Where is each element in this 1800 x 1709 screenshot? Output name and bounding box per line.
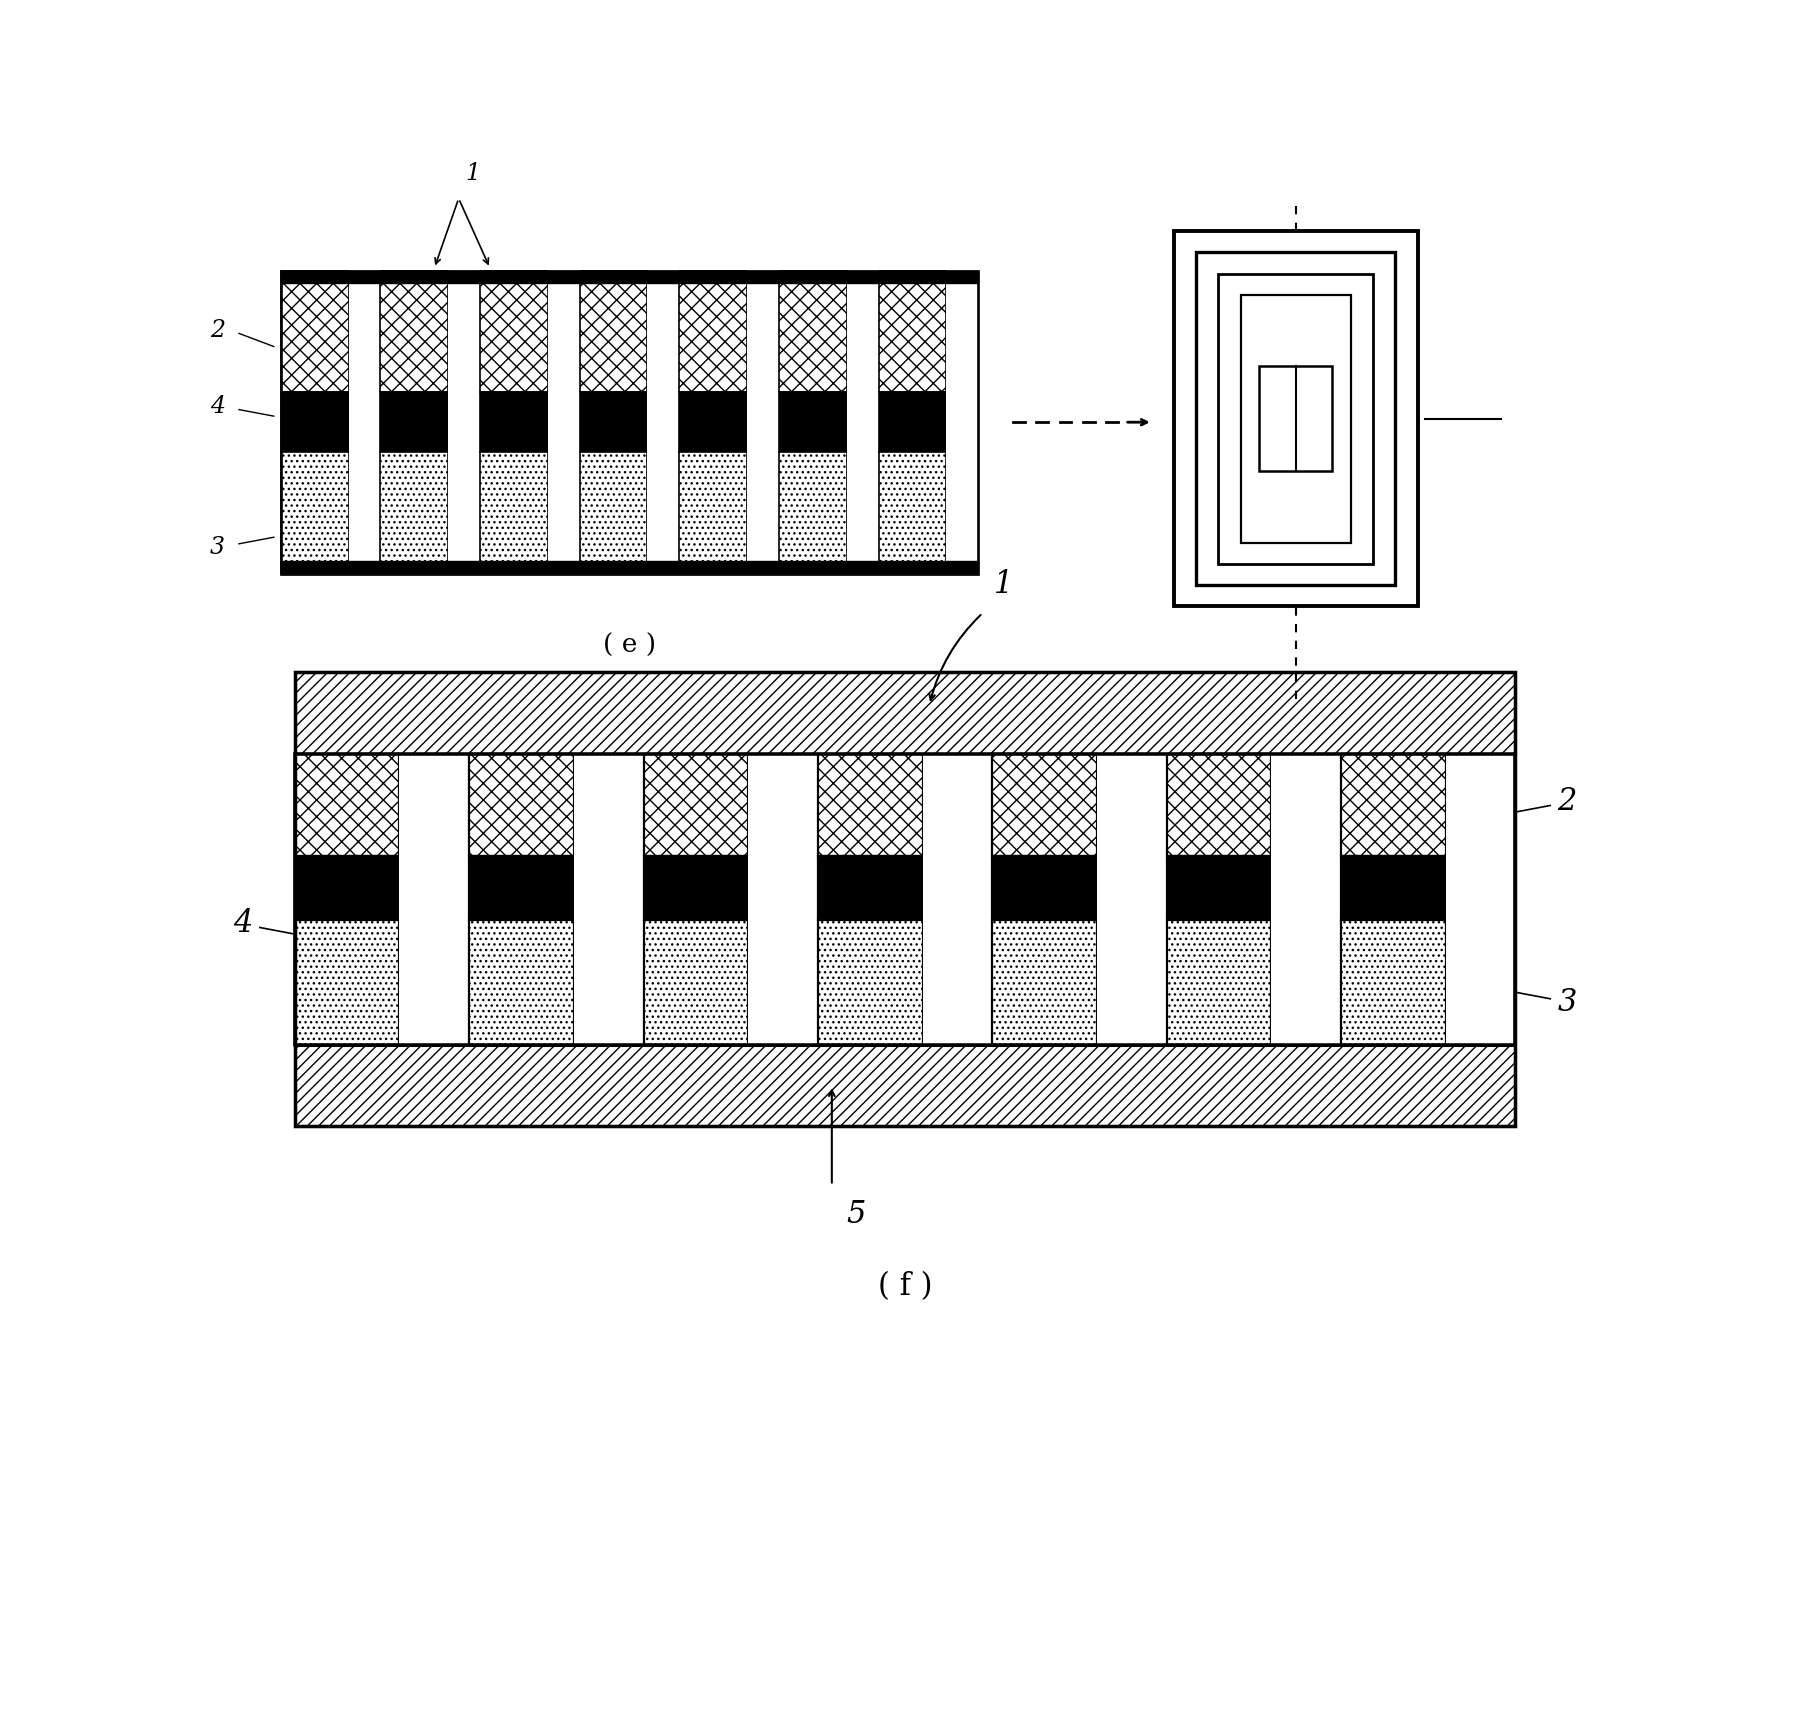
Bar	[749, 754, 817, 1044]
Bar	[295, 754, 400, 856]
Bar	[1166, 919, 1271, 1044]
Bar	[380, 391, 448, 453]
Text: 4: 4	[211, 395, 225, 419]
Bar	[1258, 366, 1332, 472]
Bar	[1174, 231, 1418, 607]
Bar	[295, 754, 1516, 1044]
Bar	[878, 453, 947, 574]
Bar	[1195, 253, 1395, 586]
Bar	[648, 272, 679, 574]
Text: 3: 3	[1557, 988, 1577, 1019]
Bar	[1166, 754, 1271, 856]
Text: 5: 5	[846, 1198, 866, 1229]
Bar	[644, 754, 749, 856]
Bar	[481, 391, 547, 453]
Bar	[281, 453, 349, 574]
Bar	[547, 272, 580, 574]
Bar	[922, 754, 992, 1044]
Bar	[580, 270, 648, 391]
Text: 1: 1	[464, 162, 481, 185]
Bar	[295, 672, 1516, 754]
Bar	[349, 272, 380, 574]
Bar	[1240, 294, 1350, 543]
Bar	[580, 453, 648, 574]
Bar	[747, 272, 779, 574]
Bar	[992, 856, 1096, 919]
Bar	[580, 391, 648, 453]
Bar	[779, 270, 846, 391]
Bar	[1341, 856, 1445, 919]
Bar	[281, 270, 349, 391]
Text: 1: 1	[994, 569, 1013, 600]
Bar	[779, 391, 846, 453]
Bar	[846, 272, 878, 574]
Text: 3: 3	[211, 537, 225, 559]
Bar	[992, 754, 1096, 856]
Bar	[1341, 754, 1445, 856]
Bar	[281, 272, 979, 284]
Bar	[679, 270, 747, 391]
Bar	[679, 453, 747, 574]
Bar	[644, 919, 749, 1044]
Bar	[470, 919, 574, 1044]
Bar	[481, 453, 547, 574]
Bar	[380, 270, 448, 391]
Bar	[1166, 856, 1271, 919]
Bar	[679, 391, 747, 453]
Bar	[817, 754, 922, 856]
Bar	[281, 272, 979, 574]
Bar	[295, 672, 1516, 1126]
Bar	[295, 1044, 1516, 1126]
Text: 2: 2	[1557, 786, 1577, 817]
Bar	[470, 754, 574, 856]
Bar	[400, 754, 470, 1044]
Bar	[817, 856, 922, 919]
Bar	[644, 856, 749, 919]
Bar	[470, 856, 574, 919]
Text: ( e ): ( e )	[603, 632, 657, 658]
Bar	[878, 391, 947, 453]
Bar	[1219, 273, 1373, 564]
Bar	[947, 272, 979, 574]
Bar	[1096, 754, 1166, 1044]
Bar	[281, 562, 979, 574]
Text: 4: 4	[234, 907, 252, 938]
Text: ( f ): ( f )	[878, 1271, 932, 1302]
Bar	[448, 272, 481, 574]
Bar	[779, 453, 846, 574]
Bar	[817, 919, 922, 1044]
Bar	[481, 270, 547, 391]
Bar	[380, 453, 448, 574]
Bar	[1445, 754, 1516, 1044]
Bar	[295, 919, 400, 1044]
Bar	[1271, 754, 1341, 1044]
Bar	[295, 856, 400, 919]
Bar	[574, 754, 644, 1044]
Bar	[1341, 919, 1445, 1044]
Bar	[281, 391, 349, 453]
Text: 2: 2	[211, 320, 225, 342]
Bar	[878, 270, 947, 391]
Bar	[992, 919, 1096, 1044]
